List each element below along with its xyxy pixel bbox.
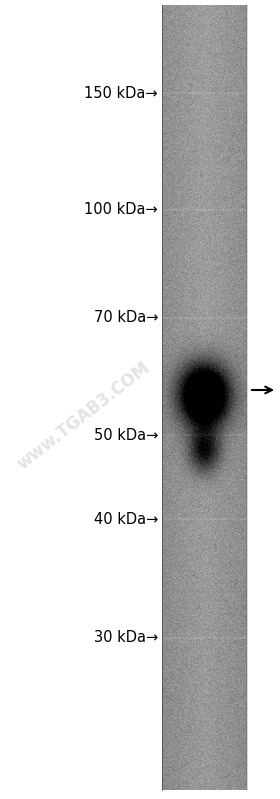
Text: www.TGAB3.COM: www.TGAB3.COM xyxy=(14,358,154,473)
Text: 30 kDa→: 30 kDa→ xyxy=(94,630,158,646)
Text: 50 kDa→: 50 kDa→ xyxy=(94,427,158,443)
Text: 100 kDa→: 100 kDa→ xyxy=(84,202,158,217)
Text: 150 kDa→: 150 kDa→ xyxy=(84,85,158,101)
Text: 70 kDa→: 70 kDa→ xyxy=(94,311,158,325)
Text: 40 kDa→: 40 kDa→ xyxy=(94,511,158,527)
